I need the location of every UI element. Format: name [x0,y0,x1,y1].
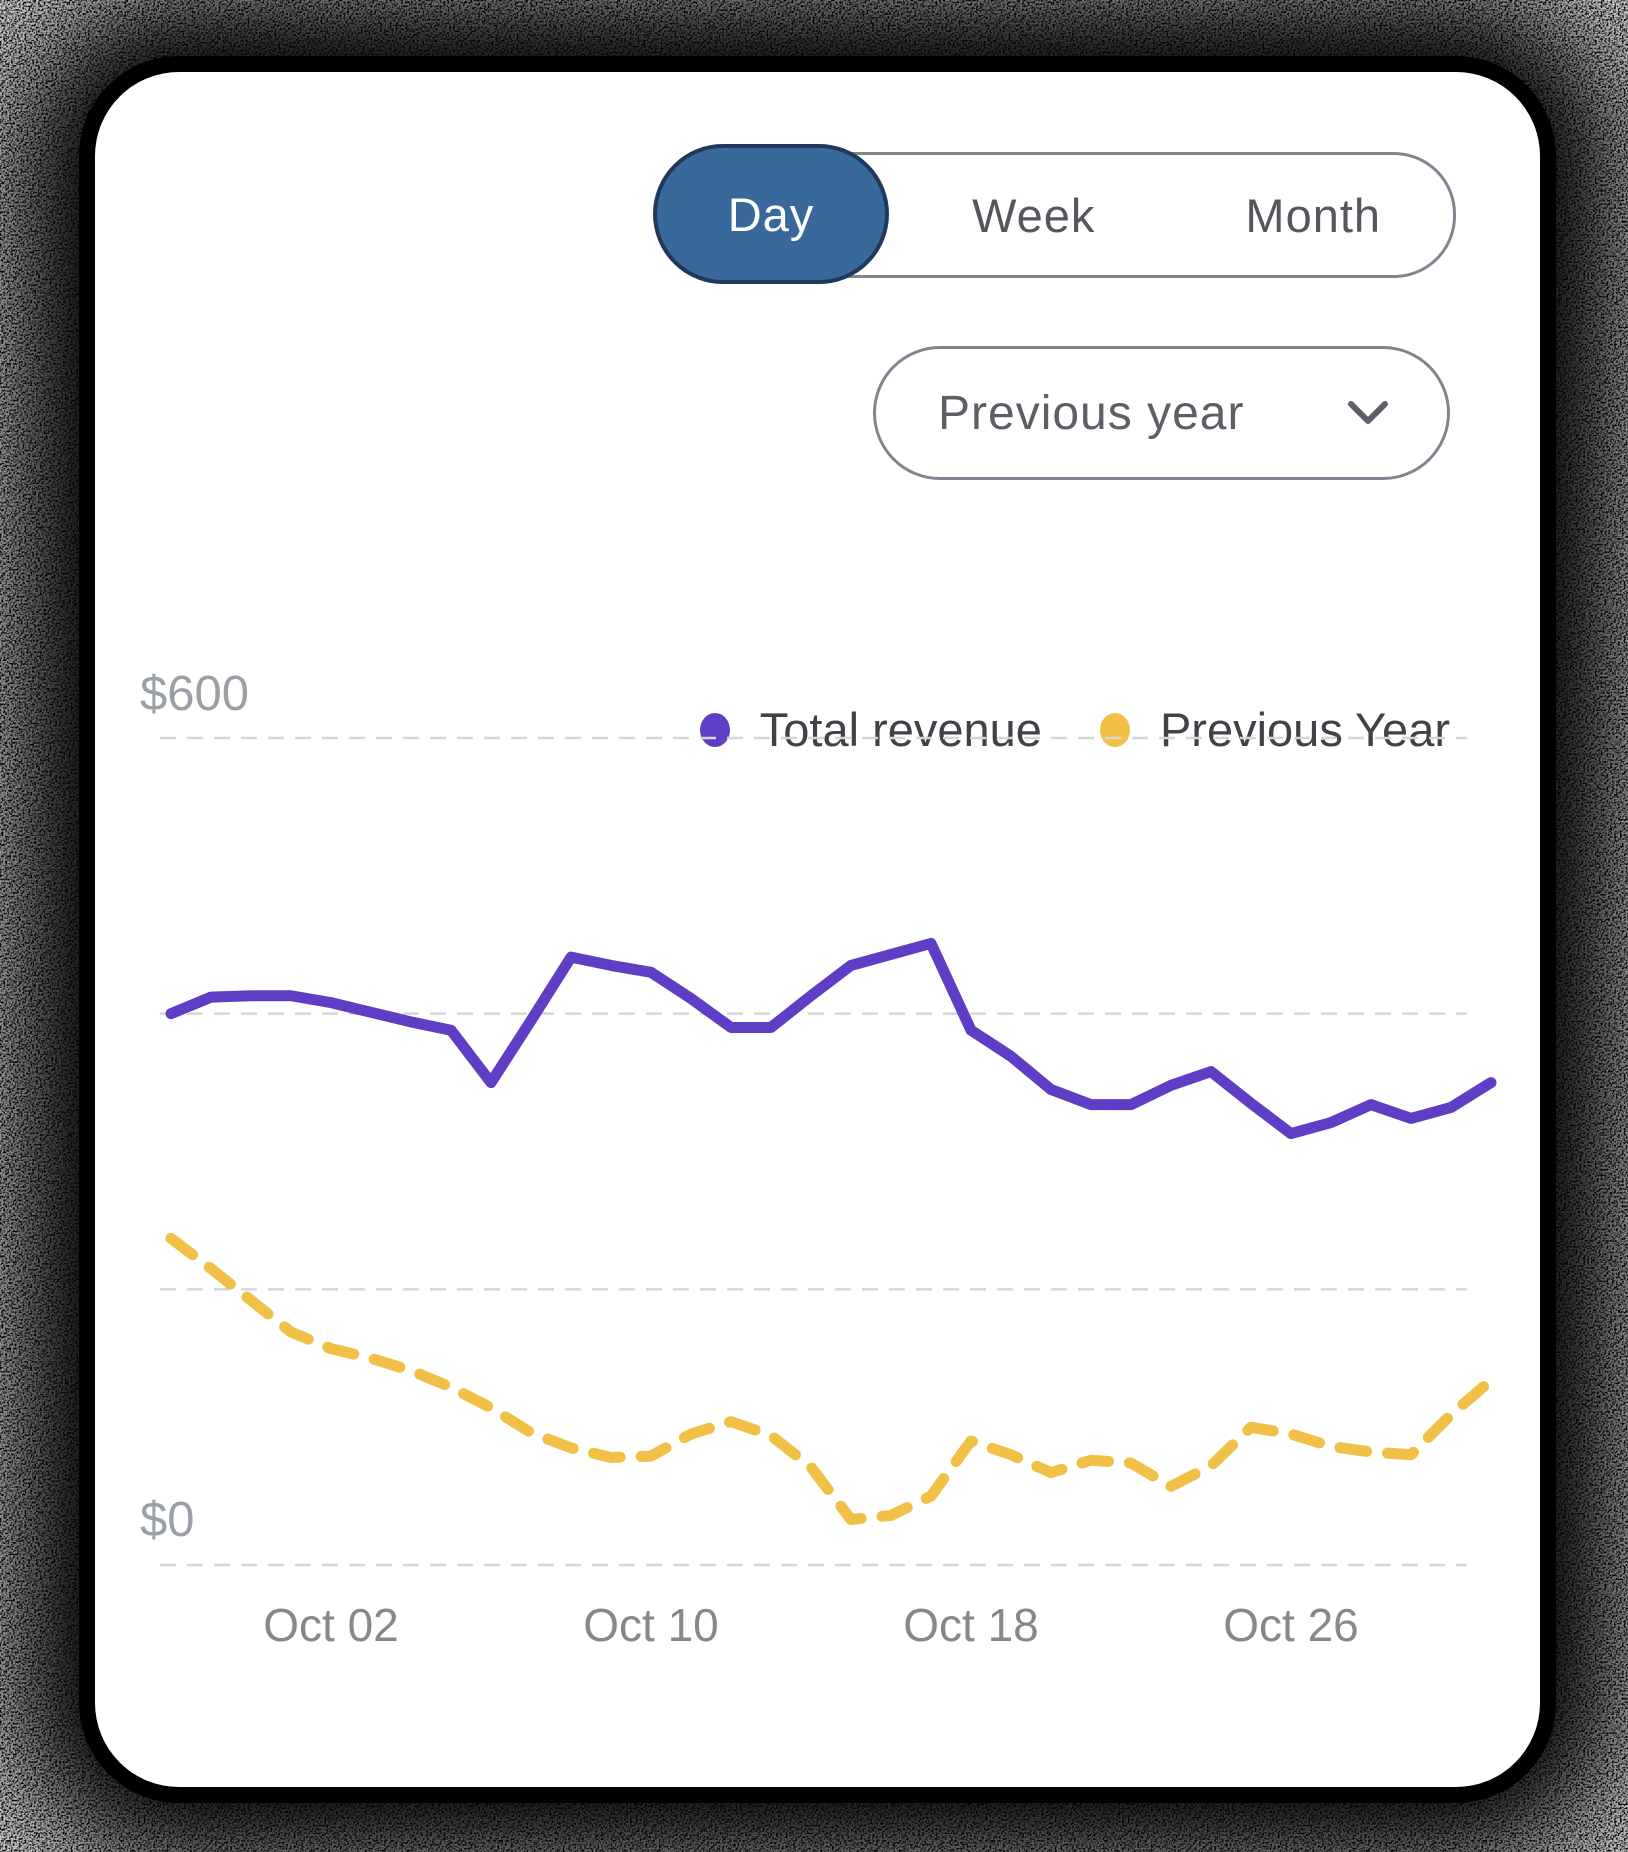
x-axis-label-oct-02: Oct 02 [263,1599,399,1651]
comparison-dropdown-value: Previous year [938,386,1245,440]
comparison-dropdown[interactable]: Previous year [873,346,1450,480]
legend-label-previous-year: Previous Year [1159,703,1450,756]
y-axis-label-600: $600 [140,667,250,721]
x-axis-label-oct-26: Oct 26 [1223,1599,1359,1651]
range-option-month[interactable]: Month [1174,187,1454,244]
series-line-previous-year [165,1232,1497,1526]
x-axis-label-oct-10: Oct 10 [583,1599,719,1651]
legend-label-total-revenue: Total revenue [759,703,1042,756]
chevron-down-icon [1348,401,1388,424]
legend-dot-previous-year [1099,712,1130,747]
range-switcher: Day Week Month [653,144,1456,284]
legend-item-previous-year: Previous Year [1099,702,1450,757]
revenue-chart-card: Day Week Month Previous year Total reven… [95,72,1540,1787]
chart-legend: Total revenue Previous Year [699,702,1450,757]
revenue-line-chart [160,736,1497,1567]
legend-dot-total-revenue [699,712,730,747]
range-option-day[interactable]: Day [653,144,889,284]
x-axis-label-oct-18: Oct 18 [903,1599,1039,1651]
legend-item-total-revenue: Total revenue [699,702,1042,757]
range-option-week[interactable]: Week [894,187,1174,244]
y-axis-label-0: $0 [140,1493,195,1547]
series-line-total-revenue [165,937,1497,1140]
